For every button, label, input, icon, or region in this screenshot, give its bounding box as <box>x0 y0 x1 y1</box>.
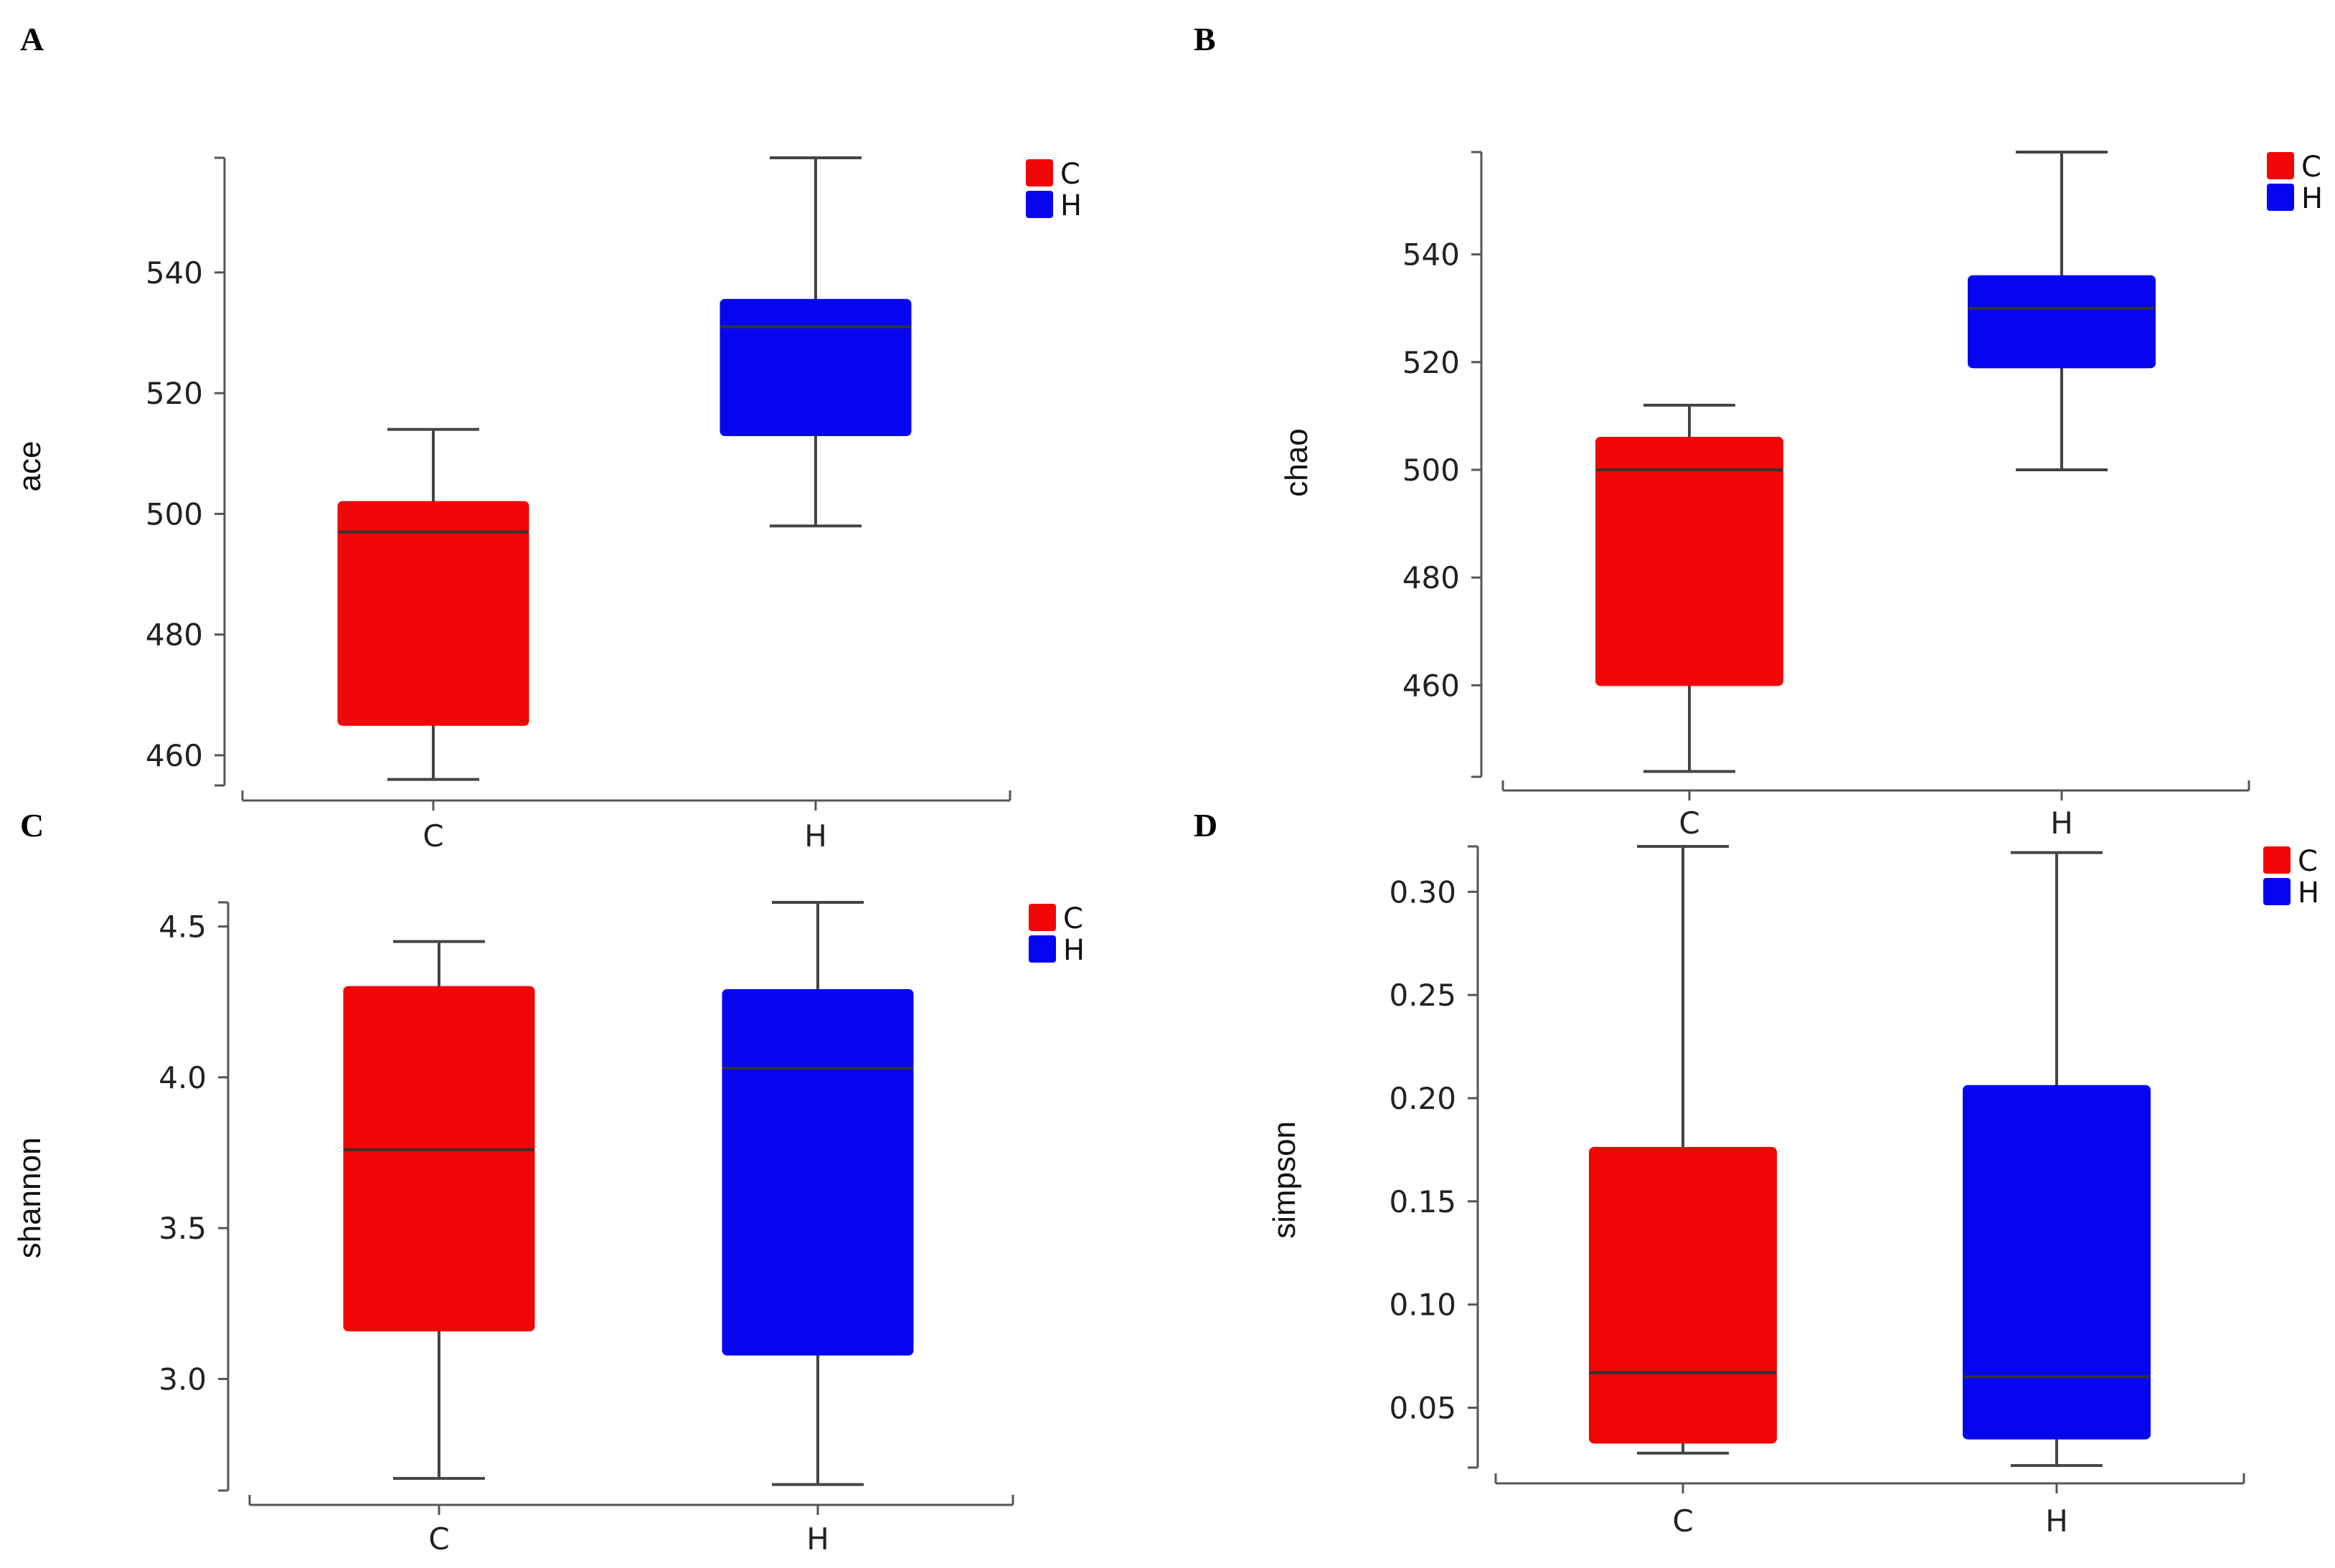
box-h <box>720 156 912 528</box>
y-tick-label: 500 <box>1402 453 1460 488</box>
box-iqr <box>1589 1147 1777 1444</box>
y-tick-label: 0.30 <box>1389 874 1456 910</box>
legend-swatch-c <box>1026 159 1053 186</box>
legend: CH <box>1029 902 1085 967</box>
legend-swatch-h <box>1026 191 1053 218</box>
y-tick-label: 0.20 <box>1389 1081 1456 1116</box>
x-tick-label: C <box>423 818 443 854</box>
y-tick-label: 0.25 <box>1389 978 1456 1013</box>
x-tick-label: C <box>428 1521 449 1557</box>
legend-swatch-h <box>2263 878 2291 905</box>
legend-label: C <box>1063 902 1083 935</box>
panel-letter: A <box>20 21 44 57</box>
x-tick-label: C <box>1672 1503 1693 1539</box>
legend-label: H <box>1060 189 1082 222</box>
y-axis-title: ace <box>12 441 47 492</box>
box-h <box>722 901 914 1486</box>
legend: CH <box>2267 151 2323 215</box>
y-tick-label: 0.10 <box>1389 1288 1456 1323</box>
box-c <box>337 428 529 781</box>
y-tick-label: 480 <box>1402 560 1460 595</box>
y-axis-title: simpson <box>1267 1121 1302 1239</box>
x-tick-label: H <box>2045 1503 2068 1539</box>
box-iqr <box>722 988 914 1356</box>
y-tick-label: 520 <box>1402 345 1460 380</box>
y-tick-label: 4.0 <box>159 1060 207 1095</box>
panel-letter: D <box>1194 807 1217 844</box>
y-tick-label: 460 <box>146 738 203 773</box>
y-tick-label: 520 <box>146 376 203 411</box>
box-iqr <box>1595 436 1783 686</box>
box-iqr <box>1963 1085 2151 1440</box>
legend-label: H <box>2301 182 2323 215</box>
y-tick-label: 500 <box>146 496 203 532</box>
legend-swatch-h <box>2267 184 2294 211</box>
legend: CH <box>2263 845 2319 910</box>
y-tick-label: 3.5 <box>159 1211 207 1246</box>
panel-letter: C <box>20 807 44 844</box>
y-tick-label: 4.5 <box>159 910 207 945</box>
x-tick-label: H <box>804 818 827 854</box>
y-tick-label: 480 <box>146 618 203 653</box>
y-axis-title: chao <box>1279 428 1314 496</box>
legend-label: H <box>1063 934 1085 967</box>
box-h <box>1963 851 2151 1468</box>
box-iqr <box>1968 275 2156 369</box>
box-iqr <box>337 501 529 726</box>
box-c <box>1595 403 1783 773</box>
legend-swatch-c <box>2263 846 2291 874</box>
y-tick-label: 540 <box>146 255 203 291</box>
x-tick-label: H <box>806 1521 829 1557</box>
legend: CH <box>1026 158 1082 222</box>
y-tick-label: 540 <box>1402 237 1460 273</box>
x-tick-label: C <box>1679 806 1699 841</box>
box-c <box>343 940 535 1480</box>
legend-label: C <box>2301 151 2321 184</box>
x-tick-label: H <box>2050 806 2073 841</box>
panel-letter: B <box>1194 21 1216 57</box>
box-h <box>1968 151 2156 472</box>
y-tick-label: 460 <box>1402 668 1460 703</box>
legend-swatch-h <box>1029 935 1056 963</box>
legend-swatch-c <box>2267 152 2294 179</box>
y-axis-title: shannon <box>12 1138 47 1259</box>
legend-label: C <box>1060 158 1080 191</box>
box-c <box>1589 845 1777 1455</box>
box-iqr <box>343 986 535 1332</box>
y-tick-label: 3.0 <box>159 1361 207 1397</box>
legend-swatch-c <box>1029 904 1056 931</box>
box-iqr <box>720 298 912 437</box>
legend-label: H <box>2298 877 2319 910</box>
legend-label: C <box>2298 845 2318 878</box>
y-tick-label: 0.05 <box>1389 1391 1456 1426</box>
y-tick-label: 0.15 <box>1389 1184 1456 1219</box>
